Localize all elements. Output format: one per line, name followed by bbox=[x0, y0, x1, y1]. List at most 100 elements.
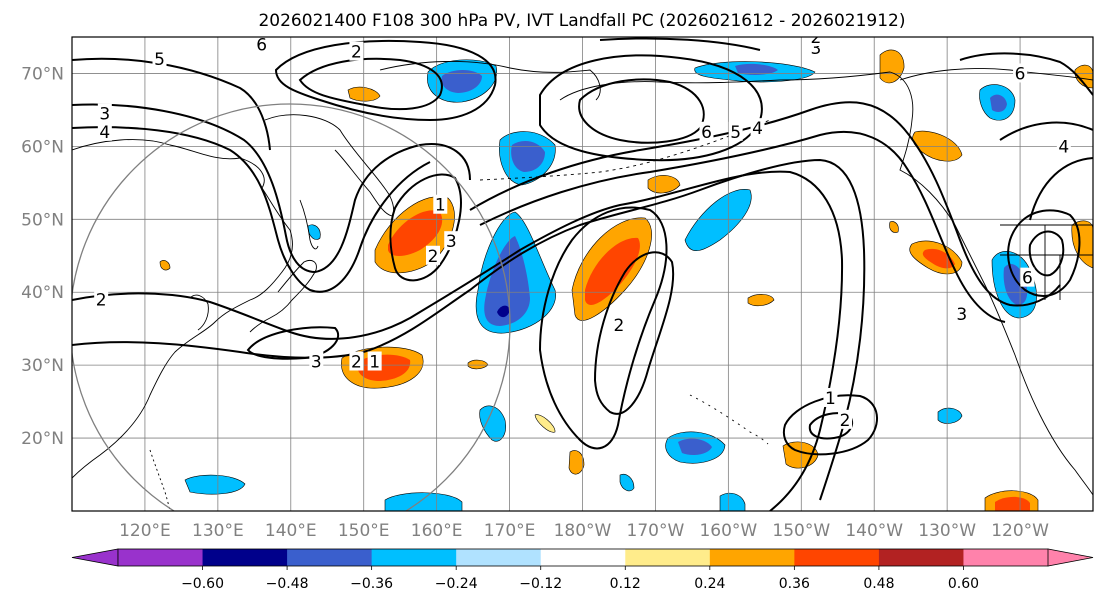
positive-anomaly-core bbox=[995, 496, 1030, 511]
colorbar-extend-low bbox=[71, 548, 119, 567]
colorbar-swatch bbox=[963, 549, 1049, 566]
colorbar-swatch bbox=[625, 549, 711, 566]
pv-contour-nw bbox=[999, 121, 1093, 141]
colorbar-tick-label: 0.12 bbox=[610, 576, 641, 592]
pv-contour-low bbox=[808, 412, 853, 440]
lat-tick-label: 40°N bbox=[21, 283, 64, 303]
coastline-korea bbox=[189, 294, 209, 331]
contour-label-bg bbox=[309, 351, 324, 371]
contour-label: 2 bbox=[428, 247, 439, 267]
contour-label-bg bbox=[728, 121, 743, 141]
contour-label-bg bbox=[699, 121, 714, 141]
lon-tick-label: 140°W bbox=[845, 521, 903, 541]
colorbar-tick-label: 0.60 bbox=[948, 576, 979, 592]
contour-label: 3 bbox=[99, 105, 110, 125]
pv-contour-jet bbox=[469, 101, 1061, 307]
contour-label: 2 bbox=[614, 316, 625, 336]
contour-label-bg bbox=[97, 103, 112, 123]
colorbar-swatch bbox=[709, 549, 795, 566]
positive-anomaly-blob bbox=[1074, 64, 1093, 89]
negative-anomaly-core bbox=[441, 70, 482, 93]
colorbar-tick-label: −0.48 bbox=[266, 576, 309, 592]
pv-contour-north bbox=[599, 37, 761, 51]
positive-anomaly-blob bbox=[879, 49, 905, 84]
pv-contour-nw bbox=[959, 52, 1093, 96]
contour-label-bg bbox=[1020, 267, 1035, 287]
contour-label: 6 bbox=[256, 35, 267, 55]
negative-anomaly-blob bbox=[937, 407, 963, 424]
gridlines bbox=[72, 37, 1093, 511]
contour-label-bg bbox=[838, 409, 853, 429]
lon-tick-label: 150°W bbox=[772, 521, 830, 541]
colorbar-tick-label: −0.36 bbox=[350, 576, 393, 592]
contour-label: 1 bbox=[435, 196, 446, 216]
negative-anomaly-core bbox=[484, 236, 530, 326]
colorbar-swatch bbox=[287, 549, 373, 566]
colorbar-swatch bbox=[118, 549, 204, 566]
contour-label-bg bbox=[1013, 63, 1028, 83]
contour-label-bg bbox=[823, 387, 838, 407]
contour-label: 4 bbox=[99, 123, 110, 143]
pv-contour-5 bbox=[72, 57, 271, 151]
negative-anomaly-blob bbox=[384, 492, 463, 511]
colorbar-swatch bbox=[540, 549, 626, 566]
coastline-sakhalin bbox=[299, 199, 319, 250]
contour-label: 2 bbox=[810, 28, 821, 48]
coastline-kamchatka bbox=[264, 114, 395, 217]
pv-contour-nw bbox=[1029, 157, 1093, 221]
contour-label: 2 bbox=[351, 43, 362, 63]
lon-tick-label: 130°E bbox=[192, 521, 244, 541]
lat-tick-label: 60°N bbox=[21, 137, 64, 157]
contour-label: 6 bbox=[1015, 64, 1026, 84]
positive-anomaly-blob bbox=[534, 414, 556, 433]
pv-contour-jet bbox=[479, 130, 1006, 323]
contour-label: 6 bbox=[1022, 269, 1033, 289]
contour-label-bg bbox=[254, 37, 269, 54]
state-borders bbox=[1000, 224, 1093, 300]
contour-label-bg bbox=[349, 41, 364, 61]
pv-contour-3 bbox=[72, 103, 471, 274]
lon-tick-label: 120°E bbox=[119, 521, 171, 541]
contour-label-bg bbox=[349, 351, 364, 371]
negative-anomaly-core bbox=[990, 94, 1007, 112]
colorbar-swatch bbox=[878, 549, 964, 566]
colorbar-tick-label: 0.36 bbox=[779, 576, 810, 592]
pv-contour-west-us bbox=[1028, 230, 1065, 277]
contour-label: 5 bbox=[730, 123, 741, 143]
contour-label-bg bbox=[611, 315, 626, 335]
lat-tick-label: 70°N bbox=[21, 64, 64, 84]
negative-anomaly-core bbox=[678, 438, 712, 455]
positive-anomaly-blob bbox=[159, 260, 171, 271]
negative-anomaly-blob bbox=[719, 492, 746, 511]
contour-label-bg bbox=[97, 121, 112, 141]
colorbar: −0.60 −0.48 −0.36 −0.24 −0.12 0.12 0.24 0.36 0.4… bbox=[71, 548, 1094, 592]
latitude-labels: 20°N 30°N 40°N 50°N 60°N 70°N bbox=[21, 64, 64, 449]
map-frame bbox=[71, 36, 1094, 512]
contour-label: 3 bbox=[956, 305, 967, 325]
positive-anomaly-blob bbox=[1071, 220, 1093, 269]
contour-label-bg bbox=[367, 351, 382, 371]
contour-label: 2 bbox=[840, 411, 851, 431]
lon-tick-label: 140°E bbox=[265, 521, 317, 541]
contour-label: 3 bbox=[446, 232, 457, 252]
colorbar-tick-label: −0.60 bbox=[181, 576, 224, 592]
lon-tick-label: 130°W bbox=[918, 521, 976, 541]
pv-contour-trough bbox=[593, 251, 675, 415]
contour-label-bg bbox=[433, 194, 448, 214]
colorbar-tick-label: −0.24 bbox=[435, 576, 478, 592]
negative-anomaly-blob bbox=[184, 474, 246, 495]
pv-contour-2 bbox=[72, 170, 844, 511]
negative-anomaly-core bbox=[511, 140, 545, 172]
positive-anomaly-core bbox=[585, 237, 640, 305]
lon-tick-label: 120°W bbox=[991, 521, 1049, 541]
contour-label-bg bbox=[750, 118, 765, 138]
contour-label: 3 bbox=[810, 39, 821, 59]
colorbar-swatch bbox=[456, 549, 542, 566]
contour-label: 2 bbox=[96, 291, 107, 311]
negative-anomaly-core bbox=[735, 63, 778, 75]
colorbar-extend-high bbox=[1047, 548, 1094, 567]
contour-label-bg bbox=[1056, 136, 1071, 156]
